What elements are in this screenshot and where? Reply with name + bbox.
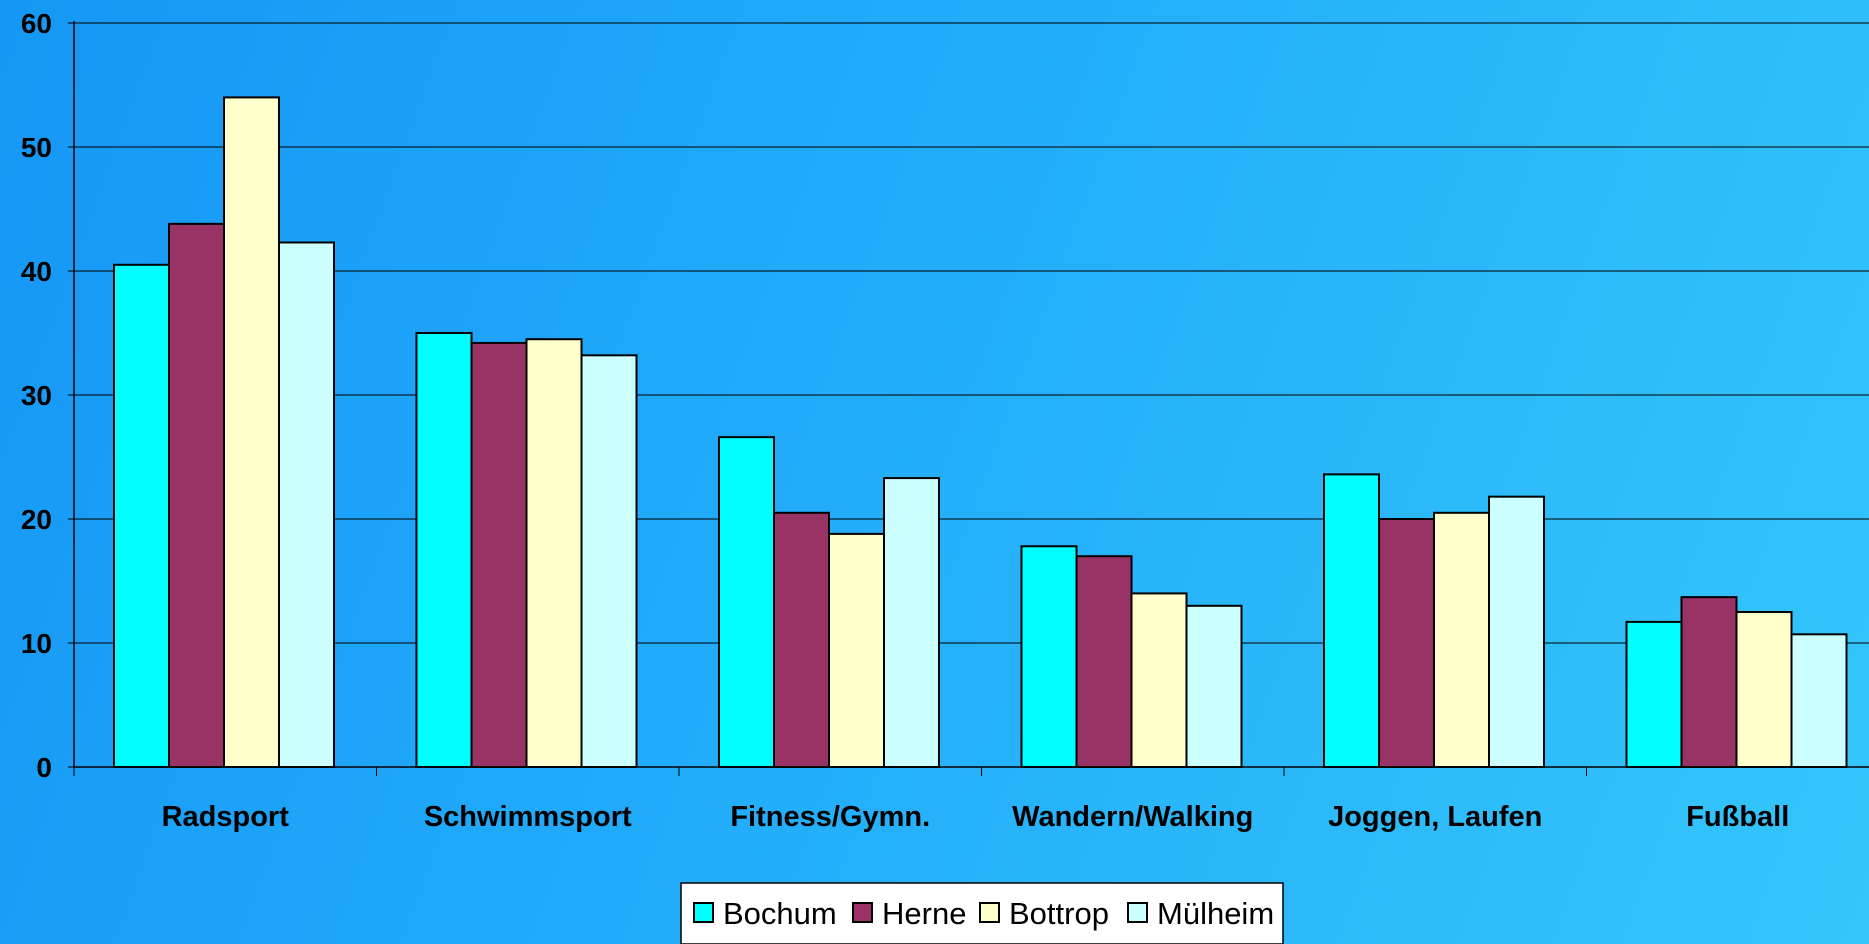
bar-bottrop-4 xyxy=(1433,511,1490,768)
y-tick-label: 60 xyxy=(21,8,52,39)
y-tick-label: 0 xyxy=(36,752,52,783)
x-tick-label: Fitness/Gymn. xyxy=(730,801,930,833)
legend-swatch-mülheim xyxy=(1127,902,1148,923)
legend-label: Bochum xyxy=(723,896,837,931)
bar-bochum-2 xyxy=(718,436,775,768)
bar-herne-5 xyxy=(1680,596,1738,768)
bar-bochum-3 xyxy=(1020,545,1078,769)
bars xyxy=(113,96,1848,769)
bar-mülheim-0 xyxy=(278,241,335,769)
bar-bottrop-3 xyxy=(1130,592,1188,769)
legend-label: Herne xyxy=(882,896,966,931)
gridlines xyxy=(74,22,1869,644)
legend-swatch-herne xyxy=(852,902,873,923)
y-tick-label: 30 xyxy=(21,380,52,411)
y-tick-label: 40 xyxy=(21,256,52,287)
bar-bochum-5 xyxy=(1625,620,1683,768)
y-tick-label: 50 xyxy=(21,132,52,163)
bar-mülheim-1 xyxy=(580,354,638,768)
legend-swatch-bochum xyxy=(693,902,714,923)
x-tick-label: Joggen, Laufen xyxy=(1328,801,1542,833)
bar-bottrop-0 xyxy=(223,96,280,768)
bar-bochum-0 xyxy=(113,263,170,768)
bar-herne-1 xyxy=(470,341,528,768)
legend-swatch-bottrop xyxy=(979,902,1000,923)
bar-mülheim-3 xyxy=(1185,604,1243,768)
y-tick-label: 10 xyxy=(21,628,52,659)
y-tick-label: 20 xyxy=(21,504,52,535)
legend: Bochum Herne Bottrop Mülheim xyxy=(680,882,1284,944)
bar-bottrop-1 xyxy=(525,338,583,768)
bar-herne-0 xyxy=(168,222,225,768)
legend-label: Mülheim xyxy=(1157,896,1274,931)
bar-bottrop-2 xyxy=(828,532,885,768)
bar-mülheim-4 xyxy=(1488,495,1545,768)
axes xyxy=(68,21,1869,776)
bar-mülheim-2 xyxy=(883,477,940,768)
x-tick-label: Radsport xyxy=(162,801,290,833)
bar-bochum-4 xyxy=(1323,473,1380,768)
bar-herne-4 xyxy=(1378,518,1435,768)
bar-bochum-1 xyxy=(415,332,473,768)
legend-label: Bottrop xyxy=(1009,896,1109,931)
bar-bottrop-5 xyxy=(1735,611,1793,768)
bar-herne-2 xyxy=(773,511,830,768)
bar-herne-3 xyxy=(1075,555,1133,769)
x-tick-label: Wandern/Walking xyxy=(1012,801,1253,833)
tick-labels: 0 10 20 30 40 50 60 Radsport Schwimmsport Fitness… xyxy=(21,8,1789,833)
x-tick-label: Schwimmsport xyxy=(424,801,632,833)
bar-mülheim-5 xyxy=(1790,633,1848,768)
x-tick-label: Fußball xyxy=(1686,801,1789,833)
